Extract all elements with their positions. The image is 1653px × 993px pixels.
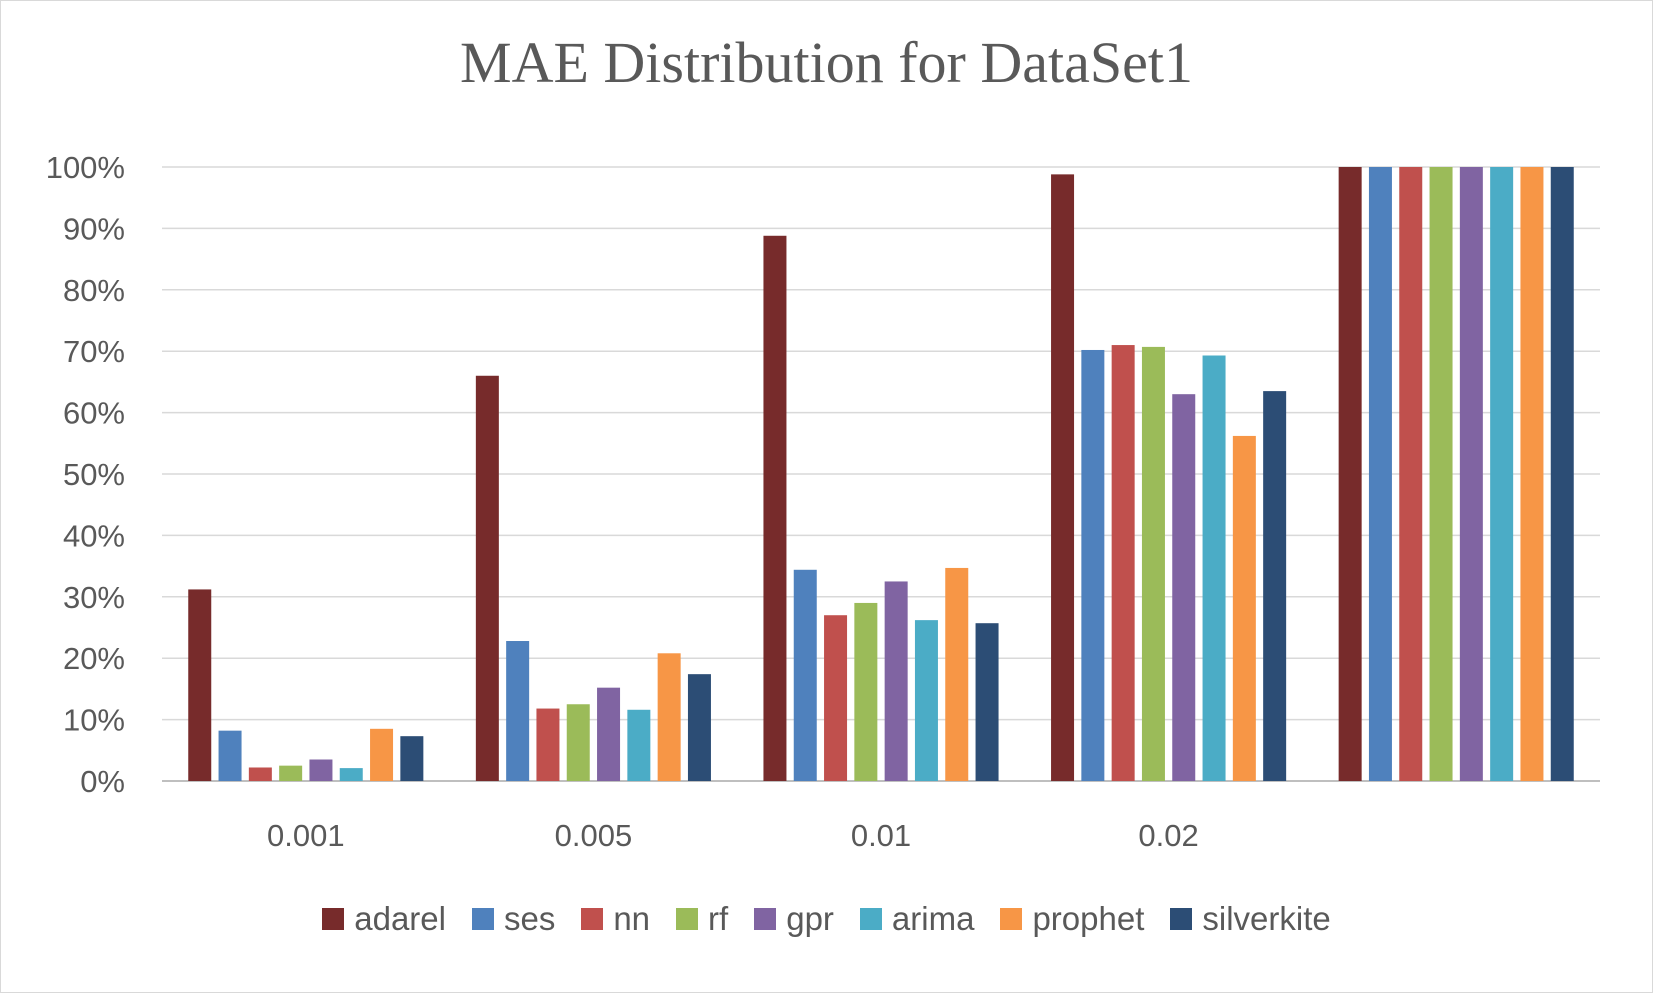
bar-gpr-0.001	[309, 759, 333, 781]
legend-label: ses	[503, 900, 556, 937]
chart-title: MAE Distribution for DataSet1	[460, 30, 1193, 95]
y-tick-label: 30%	[63, 580, 125, 615]
bar-adarel-0.001	[188, 589, 212, 781]
bar-prophet-cat4	[1520, 167, 1544, 781]
legend-label: rf	[708, 900, 729, 937]
bar-ses-0.001	[218, 730, 242, 781]
bar-nn-0.001	[248, 767, 272, 781]
bar-rf-0.02	[1141, 346, 1165, 781]
y-tick-label: 40%	[63, 518, 125, 553]
bar-gpr-0.02	[1172, 394, 1196, 781]
bar-arima-0.005	[627, 709, 651, 781]
legend-label: arima	[891, 900, 975, 937]
bar-silverkite-0.02	[1263, 391, 1287, 781]
x-tick-label: 0.001	[267, 818, 345, 853]
bar-nn-0.01	[824, 615, 848, 781]
bar-nn-0.02	[1111, 345, 1135, 781]
bar-adarel-0.02	[1051, 174, 1075, 782]
y-tick-label: 20%	[63, 641, 125, 676]
bar-prophet-0.02	[1232, 435, 1256, 781]
x-tick-label: 0.02	[1138, 818, 1198, 853]
legend-item-nn: nn	[581, 900, 650, 938]
bar-silverkite-0.005	[687, 674, 711, 781]
bar-adarel-0.01	[763, 235, 787, 781]
bar-prophet-0.01	[945, 567, 969, 781]
bar-rf-0.005	[566, 704, 590, 781]
legend-swatch	[859, 908, 882, 930]
legend-swatch	[581, 908, 604, 930]
legend-swatch	[471, 908, 494, 930]
bar-silverkite-0.001	[400, 736, 424, 781]
bar-adarel-0.005	[475, 375, 499, 781]
bar-arima-0.001	[339, 768, 363, 781]
bar-gpr-0.005	[597, 687, 621, 781]
legend: adarel ses nn rf gpr arima prophet silverkite	[0, 900, 1653, 938]
bar-ses-cat4	[1368, 167, 1392, 781]
y-tick-label: 100%	[46, 150, 125, 185]
bar-silverkite-0.01	[975, 623, 999, 781]
bar-rf-0.01	[854, 602, 878, 781]
legend-swatch	[754, 908, 777, 930]
legend-item-prophet: prophet	[1000, 900, 1144, 938]
legend-swatch	[1000, 908, 1023, 930]
bar-prophet-0.005	[657, 653, 681, 781]
bar-gpr-0.01	[884, 581, 908, 781]
y-tick-label: 10%	[63, 703, 125, 738]
legend-swatch	[322, 908, 345, 930]
bar-gpr-cat4	[1459, 167, 1483, 781]
y-tick-label: 70%	[63, 334, 125, 369]
legend-label: nn	[613, 900, 651, 937]
legend-label: gpr	[786, 900, 834, 937]
bar-silverkite-cat4	[1550, 167, 1574, 781]
bar-arima-0.01	[914, 620, 938, 781]
bar-adarel-cat4	[1338, 167, 1362, 781]
bar-ses-0.01	[793, 569, 817, 781]
legend-label: prophet	[1032, 900, 1145, 937]
bars	[188, 167, 1574, 782]
legend-item-arima: arima	[859, 900, 975, 938]
legend-swatch	[1170, 908, 1193, 930]
bar-prophet-0.001	[370, 728, 394, 781]
bar-rf-cat4	[1429, 167, 1453, 781]
legend-swatch	[676, 908, 699, 930]
x-axis-ticks: 0.001 0.005 0.01 0.02	[267, 818, 1199, 853]
bar-arima-0.02	[1202, 355, 1226, 781]
legend-item-silverkite: silverkite	[1170, 900, 1331, 938]
bar-rf-0.001	[279, 765, 303, 781]
y-tick-label: 50%	[63, 457, 125, 492]
bar-ses-0.005	[506, 641, 530, 781]
legend-item-ses: ses	[471, 900, 556, 938]
legend-label: adarel	[354, 900, 446, 937]
x-tick-label: 0.01	[851, 818, 911, 853]
y-tick-label: 80%	[63, 273, 125, 308]
legend-item-adarel: adarel	[322, 900, 446, 938]
bar-nn-cat4	[1399, 167, 1423, 781]
x-tick-label: 0.005	[555, 818, 633, 853]
bar-arima-cat4	[1490, 167, 1514, 781]
legend-label: silverkite	[1202, 900, 1331, 937]
y-tick-label: 0%	[80, 764, 125, 799]
legend-item-gpr: gpr	[754, 900, 834, 938]
bar-ses-0.02	[1081, 349, 1105, 781]
y-tick-label: 60%	[63, 396, 125, 431]
y-axis-ticks: 0% 10% 20% 30% 40% 50% 60% 70% 80% 90% 100%	[46, 150, 125, 799]
y-tick-label: 90%	[63, 211, 125, 246]
legend-item-rf: rf	[676, 900, 728, 938]
bar-nn-0.005	[536, 708, 560, 781]
